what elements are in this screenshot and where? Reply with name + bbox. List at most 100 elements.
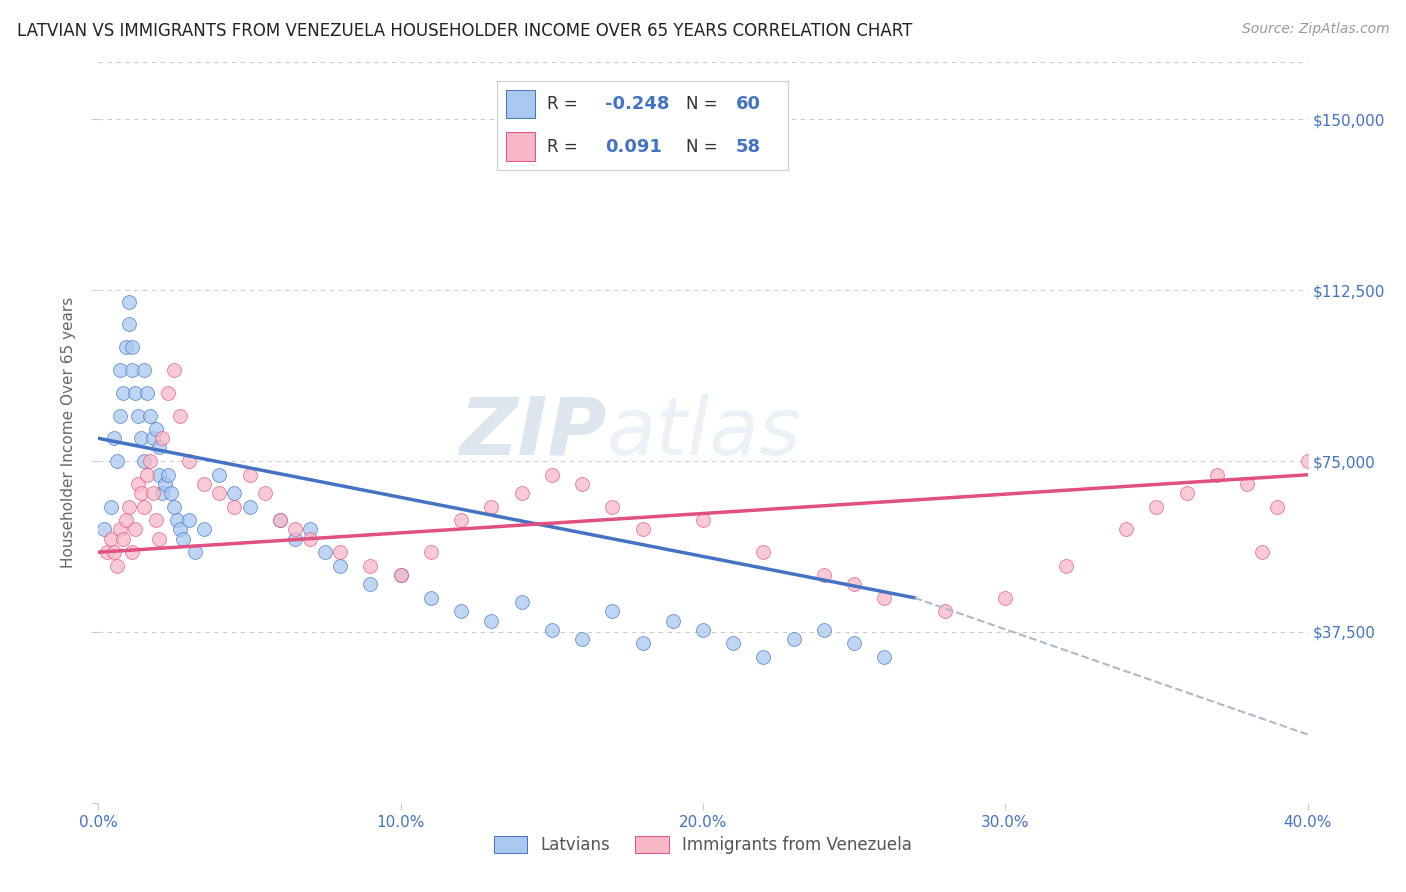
Point [602, 500, 624, 514]
Point [631, 523, 654, 537]
Point [389, 568, 412, 582]
Point [813, 623, 835, 637]
Point [299, 523, 322, 537]
Point [148, 441, 170, 455]
Point [420, 591, 443, 605]
Point [148, 532, 170, 546]
Point [105, 558, 128, 573]
Point [873, 650, 896, 665]
Point [844, 577, 866, 591]
Point [269, 513, 291, 527]
Point [208, 467, 231, 482]
Point [148, 467, 170, 482]
Point [783, 632, 806, 646]
Point [540, 623, 562, 637]
Point [139, 409, 162, 423]
Point [114, 513, 136, 527]
Point [108, 409, 131, 423]
Point [269, 513, 291, 527]
Point [540, 467, 562, 482]
Point [100, 532, 122, 546]
Point [184, 545, 207, 559]
Point [142, 431, 165, 445]
Point [873, 591, 896, 605]
Point [329, 558, 352, 573]
Point [571, 476, 593, 491]
Point [153, 476, 176, 491]
Text: atlas: atlas [606, 393, 801, 472]
Point [253, 486, 276, 500]
Point [692, 513, 714, 527]
Point [121, 363, 143, 377]
Point [145, 513, 167, 527]
Point [208, 486, 231, 500]
Point [510, 595, 533, 609]
Point [139, 454, 162, 468]
Point [114, 340, 136, 354]
Point [934, 604, 956, 618]
Point [96, 545, 118, 559]
Point [284, 532, 307, 546]
Point [1267, 500, 1289, 514]
Point [1115, 523, 1137, 537]
Point [111, 532, 134, 546]
Point [105, 454, 128, 468]
Point [179, 513, 201, 527]
Point [135, 467, 157, 482]
Point [692, 623, 714, 637]
Point [389, 568, 412, 582]
Point [1251, 545, 1274, 559]
Point [299, 532, 322, 546]
Point [121, 545, 143, 559]
Point [510, 486, 533, 500]
Point [239, 500, 262, 514]
Point [1296, 454, 1319, 468]
Point [631, 636, 654, 650]
Point [163, 363, 186, 377]
Point [121, 340, 143, 354]
Point [111, 385, 134, 400]
Point [1236, 476, 1258, 491]
Point [129, 486, 152, 500]
Point [360, 577, 382, 591]
Point [124, 385, 146, 400]
Point [239, 467, 262, 482]
Point [169, 409, 191, 423]
Point [156, 467, 179, 482]
Point [118, 500, 141, 514]
Point [481, 500, 503, 514]
Text: Source: ZipAtlas.com: Source: ZipAtlas.com [1241, 22, 1389, 37]
Point [1146, 500, 1168, 514]
Point [103, 431, 125, 445]
Point [127, 409, 149, 423]
Point [1175, 486, 1198, 500]
Point [1054, 558, 1077, 573]
Point [193, 476, 215, 491]
Point [284, 523, 307, 537]
Point [661, 614, 683, 628]
Point [571, 632, 593, 646]
Point [752, 650, 775, 665]
Point [1206, 467, 1229, 482]
Text: LATVIAN VS IMMIGRANTS FROM VENEZUELA HOUSEHOLDER INCOME OVER 65 YEARS CORRELATIO: LATVIAN VS IMMIGRANTS FROM VENEZUELA HOU… [17, 22, 912, 40]
Point [156, 385, 179, 400]
Point [224, 486, 246, 500]
Point [193, 523, 215, 537]
Point [329, 545, 352, 559]
Point [844, 636, 866, 650]
Point [118, 294, 141, 309]
Point [723, 636, 745, 650]
Point [129, 431, 152, 445]
Point [314, 545, 336, 559]
Point [132, 363, 155, 377]
Point [224, 500, 246, 514]
Legend: Latvians, Immigrants from Venezuela: Latvians, Immigrants from Venezuela [488, 830, 918, 861]
Point [994, 591, 1017, 605]
Point [813, 568, 835, 582]
Point [166, 513, 188, 527]
Point [169, 523, 191, 537]
Point [108, 523, 131, 537]
Y-axis label: Householder Income Over 65 years: Householder Income Over 65 years [60, 297, 76, 568]
Point [450, 604, 472, 618]
Point [450, 513, 472, 527]
